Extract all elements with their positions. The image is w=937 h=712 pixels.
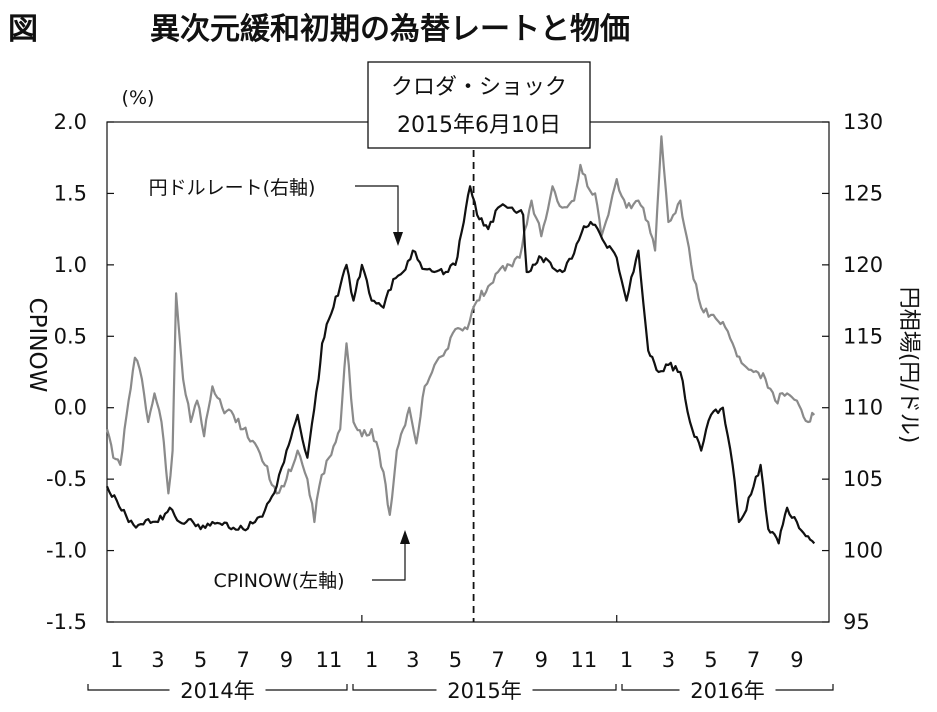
axis-ticks: 2.01.51.00.50.0-0.5-1.0-1.51301251201151… [46,110,883,703]
event-date: 2015年6月10日 [397,113,561,138]
year-bracket [621,684,834,691]
series-line-usdjpy [105,185,816,545]
x-tick-label: 7 [236,648,249,672]
left-tick-label: -0.5 [46,467,87,491]
left-tick-label: 0.0 [54,396,87,420]
right-tick-label: 95 [843,610,870,634]
figure-label: 図 [8,12,38,47]
cpi-annotation-leader [372,536,406,581]
left-tick-label: 1.0 [54,253,87,277]
right-tick-label: 110 [843,396,883,420]
x-tick-label: 5 [704,648,717,672]
event-box [367,61,591,149]
right-tick-label: 125 [843,181,883,205]
x-tick-label: 3 [662,648,675,672]
x-tick-label: 5 [194,648,207,672]
x-tick-label: 5 [449,648,462,672]
x-tick-label: 3 [406,648,419,672]
year-label: 2014年 [180,679,254,703]
left-axis-title: CPINOW [24,298,50,393]
year-bracket [87,684,348,691]
left-tick-label: 1.5 [54,181,87,205]
right-tick-label: 105 [843,467,883,491]
x-tick-label: 9 [280,648,293,672]
x-tick-label: 1 [620,648,633,672]
x-tick-label: 7 [747,648,760,672]
x-tick-label: 9 [790,648,803,672]
right-tick-label: 115 [843,324,883,348]
right-axis-title: 円相場(円/ドル) [896,287,921,444]
cpi-annotation-arrowhead [400,530,410,544]
x-tick-label: 11 [316,648,343,672]
left-unit-label: (%) [122,87,155,109]
right-tick-label: 130 [843,110,883,134]
right-tick-label: 120 [843,253,883,277]
figure-title: 異次元緩和初期の為替レートと物価 [150,12,630,47]
year-label: 2015年 [447,679,521,703]
yen-annotation-leader [355,185,399,240]
right-tick-label: 100 [843,539,883,563]
x-tick-label: 9 [535,648,548,672]
x-tick-label: 1 [365,648,378,672]
cpi-annotation: CPINOW(左軸) [213,570,344,592]
left-tick-label: 2.0 [54,110,87,134]
yen-annotation-arrowhead [393,232,403,246]
x-tick-label: 3 [151,648,164,672]
event-label: クロダ・ショック [391,75,567,100]
left-tick-label: 0.5 [54,324,87,348]
year-bracket [352,684,617,691]
labels: (%) CPINOW 円相場(円/ドル) クロダ・ショック 2015年6月10日… [24,61,921,592]
x-tick-label: 7 [491,648,504,672]
x-tick-label: 1 [110,648,123,672]
left-tick-label: -1.5 [46,610,87,634]
x-tick-label: 11 [571,648,598,672]
left-tick-label: -1.0 [46,539,87,563]
year-label: 2016年 [690,679,764,703]
series-line-cpinow [105,135,816,524]
yen-annotation: 円ドルレート(右軸) [149,177,316,199]
series [105,135,816,622]
